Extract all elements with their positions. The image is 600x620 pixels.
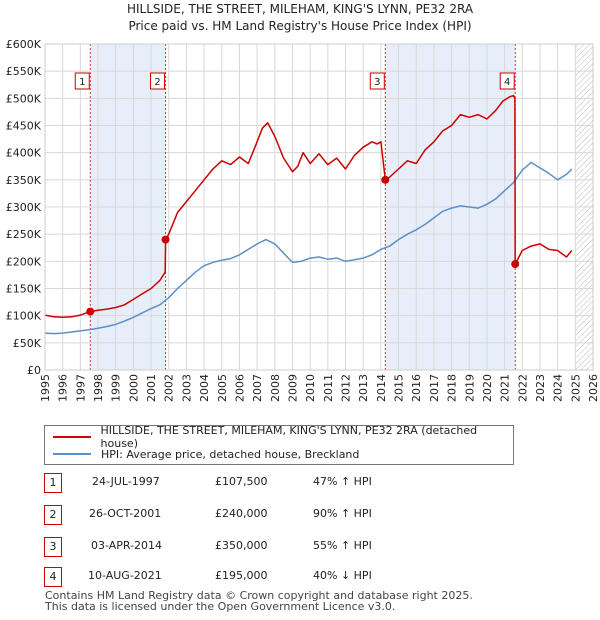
y-tick-label: £400K (6, 147, 42, 160)
transaction-price: £107,500 (215, 475, 268, 488)
sale-point (381, 175, 390, 184)
sale-label: 2 (154, 77, 160, 88)
y-tick-label: £100K (6, 310, 42, 323)
x-tick-label: 2025 (569, 374, 582, 402)
x-tick-label: 2013 (357, 374, 370, 402)
transaction-hpi-change: 40% ↓ HPI (313, 569, 372, 582)
chart-title: HILLSIDE, THE STREET, MILEHAM, KING'S LY… (126, 2, 474, 16)
x-tick-label: 2005 (216, 374, 229, 402)
footer-copyright: Contains HM Land Registry data © Crown c… (45, 589, 473, 602)
chart-subtitle: Price paid vs. HM Land Registry's House … (128, 19, 472, 33)
x-tick-label: 1995 (39, 374, 52, 402)
x-tick-label: 2016 (410, 374, 423, 402)
x-tick-label: 2017 (428, 374, 441, 402)
y-tick-label: £50K (13, 337, 42, 350)
x-tick-label: 1996 (57, 374, 70, 402)
x-tick-label: 1998 (92, 374, 105, 402)
transaction-date: 24-JUL-1997 (92, 475, 160, 488)
y-tick-label: £200K (6, 255, 42, 268)
price-chart: £0 £50K £100K £150K £200K £250K £300K £350K £400… (6, 38, 600, 402)
transaction-date: 10-AUG-2021 (88, 569, 162, 582)
sale-label-box (369, 72, 385, 90)
x-tick-label: 2004 (198, 374, 211, 402)
sale-label: 4 (504, 77, 510, 88)
transaction-price: £240,000 (215, 507, 268, 520)
chart-legend: HILLSIDE, THE STREET, MILEHAM, KING'S LY… (44, 424, 514, 465)
x-tick-label: 2019 (463, 374, 476, 402)
x-tick-label: 1997 (74, 374, 87, 402)
transaction-number: 3 (44, 537, 62, 557)
sale-label-box (74, 72, 90, 90)
y-tick-label: £450K (6, 120, 42, 133)
x-tick-label: 2021 (499, 374, 512, 402)
y-tick-label: £150K (6, 283, 42, 296)
x-tick-label: 2007 (251, 374, 264, 402)
x-tick-label: 2020 (481, 374, 494, 402)
sale-point (511, 260, 520, 269)
legend-item-hpi: HPI: Average price, detached house, Brec… (53, 446, 359, 462)
legend-item-property: HILLSIDE, THE STREET, MILEHAM, KING'S LY… (53, 424, 513, 450)
x-tick-label: 2023 (534, 374, 547, 402)
y-tick-label: £500K (6, 92, 42, 105)
sale-label: 3 (374, 77, 380, 88)
sale-point (161, 235, 170, 244)
x-tick-label: 2009 (286, 374, 299, 402)
transaction-hpi-change: 90% ↑ HPI (313, 507, 372, 520)
sale-label-box (499, 72, 515, 90)
transaction-price: £350,000 (215, 539, 268, 552)
transaction-date: 26-OCT-2001 (89, 507, 162, 520)
footer-licence: This data is licensed under the Open Gov… (45, 600, 396, 613)
legend-hpi-swatch (53, 453, 91, 455)
footer: Contains HM Land Registry data © Crown c… (45, 590, 473, 612)
x-tick-label: 2018 (446, 374, 459, 402)
x-tick-label: 2000 (127, 374, 140, 402)
sale-label: 1 (79, 77, 85, 88)
sale-label-box (150, 72, 166, 90)
x-tick-label: 2014 (375, 374, 388, 402)
hpi-line (44, 161, 573, 335)
y-tick-label: £0 (27, 364, 41, 377)
x-tick-label: 2010 (304, 374, 317, 402)
x-tick-label: 2015 (393, 374, 406, 402)
x-tick-label: 2011 (322, 374, 335, 402)
x-tick-label: 2002 (163, 374, 176, 402)
x-tick-label: 2022 (516, 374, 529, 402)
legend-hpi-label: HPI: Average price, detached house, Brec… (101, 447, 360, 461)
transaction-price: £195,000 (215, 569, 268, 582)
transaction-number: 4 (44, 567, 62, 587)
y-tick-label: £550K (6, 65, 42, 78)
transaction-date: 03-APR-2014 (91, 539, 163, 552)
transaction-number: 1 (44, 473, 62, 493)
legend-property-label: HILLSIDE, THE STREET, MILEHAM, KING'S LY… (100, 424, 478, 450)
legend-property-swatch (53, 436, 91, 438)
plot-border (44, 43, 594, 371)
transaction-number: 2 (44, 505, 62, 525)
y-tick-label: £350K (6, 174, 42, 187)
y-tick-label: £600K (6, 38, 42, 51)
x-tick-label: 1999 (110, 374, 123, 402)
transaction-hpi-change: 55% ↑ HPI (313, 539, 372, 552)
y-tick-label: £250K (6, 228, 42, 241)
x-tick-label: 2001 (145, 374, 158, 402)
x-tick-label: 2008 (269, 374, 282, 402)
x-tick-label: 2012 (340, 374, 353, 402)
transaction-hpi-change: 47% ↑ HPI (313, 475, 372, 488)
sale-point (86, 307, 95, 316)
y-tick-label: £300K (6, 201, 42, 214)
x-tick-label: 2006 (233, 374, 246, 402)
x-tick-label: 2024 (552, 374, 565, 402)
x-tick-label: 2003 (180, 374, 193, 402)
property-price-line (44, 94, 573, 319)
x-tick-label: 2026 (587, 374, 600, 402)
